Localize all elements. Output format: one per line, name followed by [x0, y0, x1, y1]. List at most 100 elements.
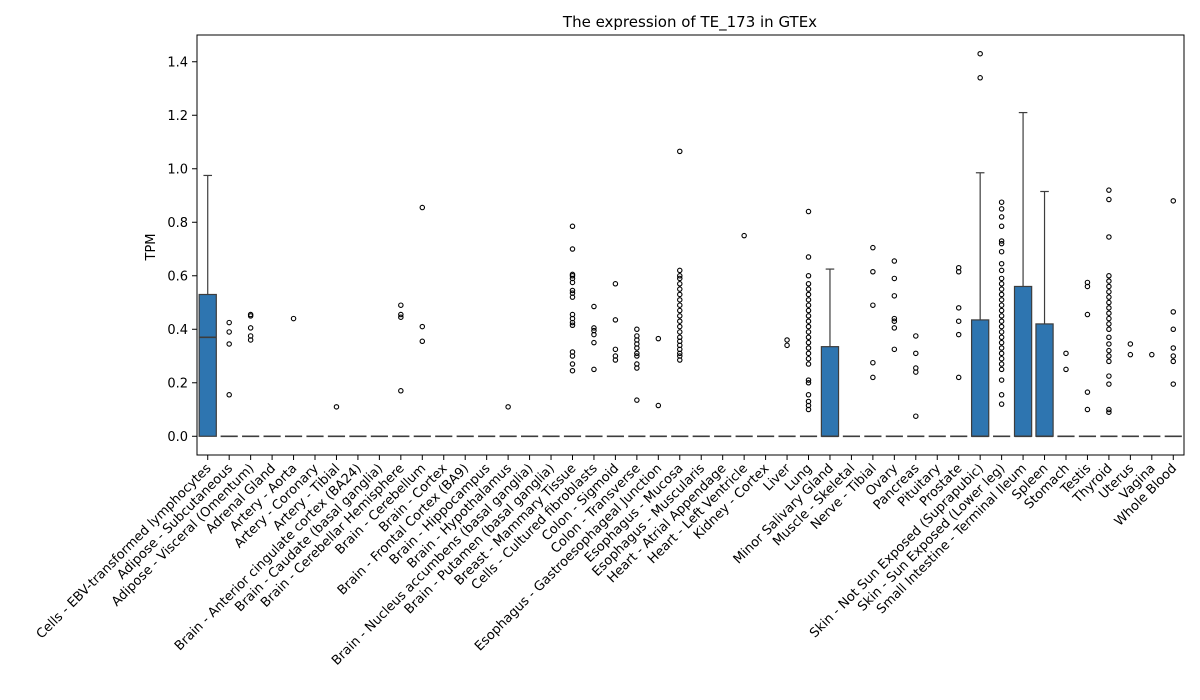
outlier-point: [805, 286, 812, 292]
outlier-point: [805, 334, 812, 341]
outlier-point: [998, 281, 1005, 287]
outlier-point: [1106, 278, 1112, 284]
outlier-point: [1106, 358, 1112, 365]
outlier-point: [677, 291, 683, 298]
outlier-point: [998, 318, 1005, 324]
outlier-point: [1106, 409, 1112, 415]
outlier-point: [655, 335, 662, 342]
outlier-point: [677, 273, 683, 279]
outlier-point: [1106, 334, 1112, 341]
box-group: [993, 199, 1011, 438]
outlier-point: [569, 361, 576, 367]
outlier-point: [612, 317, 619, 323]
outlier-point: [998, 223, 1005, 230]
outlier-point: [805, 254, 812, 260]
outlier-point: [805, 350, 812, 357]
outlier-point: [1170, 353, 1177, 359]
outlier-point: [1127, 351, 1134, 358]
outlier-point: [913, 365, 919, 371]
box-group: [778, 337, 796, 438]
box-group: [242, 311, 260, 438]
outlier-point: [998, 286, 1005, 292]
outlier-point: [805, 307, 812, 314]
outlier-point: [398, 388, 404, 394]
box-group: [970, 50, 990, 438]
outlier-point: [290, 315, 297, 322]
outlier-point: [226, 341, 232, 347]
box-group: [1100, 187, 1118, 438]
outlier-point: [998, 267, 1005, 274]
outlier-point: [1106, 326, 1112, 333]
outlier-point: [741, 232, 747, 239]
outlier-point: [891, 293, 898, 299]
outlier-point: [419, 204, 426, 211]
outlier-point: [677, 329, 683, 335]
y-tick-label: 0.4: [167, 323, 188, 338]
box-group: [392, 302, 410, 438]
outlier-point: [569, 349, 576, 355]
outlier-point: [891, 318, 898, 324]
outlier-point: [805, 345, 812, 351]
outlier-point: [634, 333, 640, 339]
outlier-point: [612, 353, 619, 359]
outlier-point: [870, 359, 876, 366]
box-group: [563, 223, 582, 438]
outlier-point: [1106, 341, 1112, 347]
box-group: [628, 326, 646, 438]
outlier-point: [612, 346, 619, 353]
outlier-point: [870, 374, 876, 381]
box-group: [885, 258, 903, 438]
outlier-point: [805, 355, 812, 362]
x-axis-ticks: Cells - EBV-transformed lymphocytesAdipo…: [34, 455, 1180, 669]
outlier-point: [805, 361, 812, 367]
box-rect: [1035, 323, 1054, 437]
box-group: [327, 404, 346, 438]
outlier-point: [677, 313, 683, 319]
outlier-point: [998, 350, 1005, 357]
outlier-point: [247, 333, 254, 339]
outlier-point: [1106, 321, 1112, 327]
outlier-point: [805, 297, 812, 303]
outlier-point: [677, 307, 683, 314]
outlier-point: [1084, 389, 1091, 395]
outlier-point: [998, 238, 1005, 244]
outlier-point: [998, 248, 1005, 255]
outlier-point: [805, 398, 812, 405]
outlier-point: [247, 325, 254, 331]
box-group: [606, 281, 624, 438]
outlier-point: [870, 302, 876, 308]
outlier-point: [398, 314, 404, 320]
outlier-point: [634, 361, 640, 367]
outlier-point: [569, 287, 576, 294]
plot-frame: [196, 34, 1185, 456]
outlier-point: [1106, 187, 1112, 193]
box-group: [820, 268, 840, 438]
outlier-point: [784, 342, 790, 349]
outlier-point: [998, 334, 1005, 341]
outlier-point: [398, 311, 404, 318]
outlier-point: [655, 402, 662, 409]
box-group: [284, 315, 303, 438]
outlier-point: [569, 271, 576, 278]
outlier-point: [891, 315, 898, 322]
outlier-point: [1170, 358, 1177, 365]
outlier-point: [891, 258, 898, 264]
outlier-point: [419, 338, 426, 345]
outlier-point: [1170, 381, 1177, 387]
outlier-point: [891, 275, 898, 282]
box-group: [1121, 341, 1139, 438]
outlier-point: [634, 353, 640, 359]
y-tick-label: 1.4: [167, 55, 188, 70]
outlier-point: [1106, 347, 1112, 354]
outlier-point: [634, 397, 640, 403]
y-tick-label: 0.2: [167, 376, 188, 391]
y-axis-label: TPM: [144, 234, 159, 262]
outlier-point: [419, 323, 426, 330]
box-group: [1143, 351, 1161, 438]
outlier-point: [805, 291, 812, 298]
outlier-point: [677, 148, 683, 155]
outlier-point: [677, 353, 683, 359]
outlier-point: [998, 345, 1005, 351]
box-group: [198, 174, 217, 437]
